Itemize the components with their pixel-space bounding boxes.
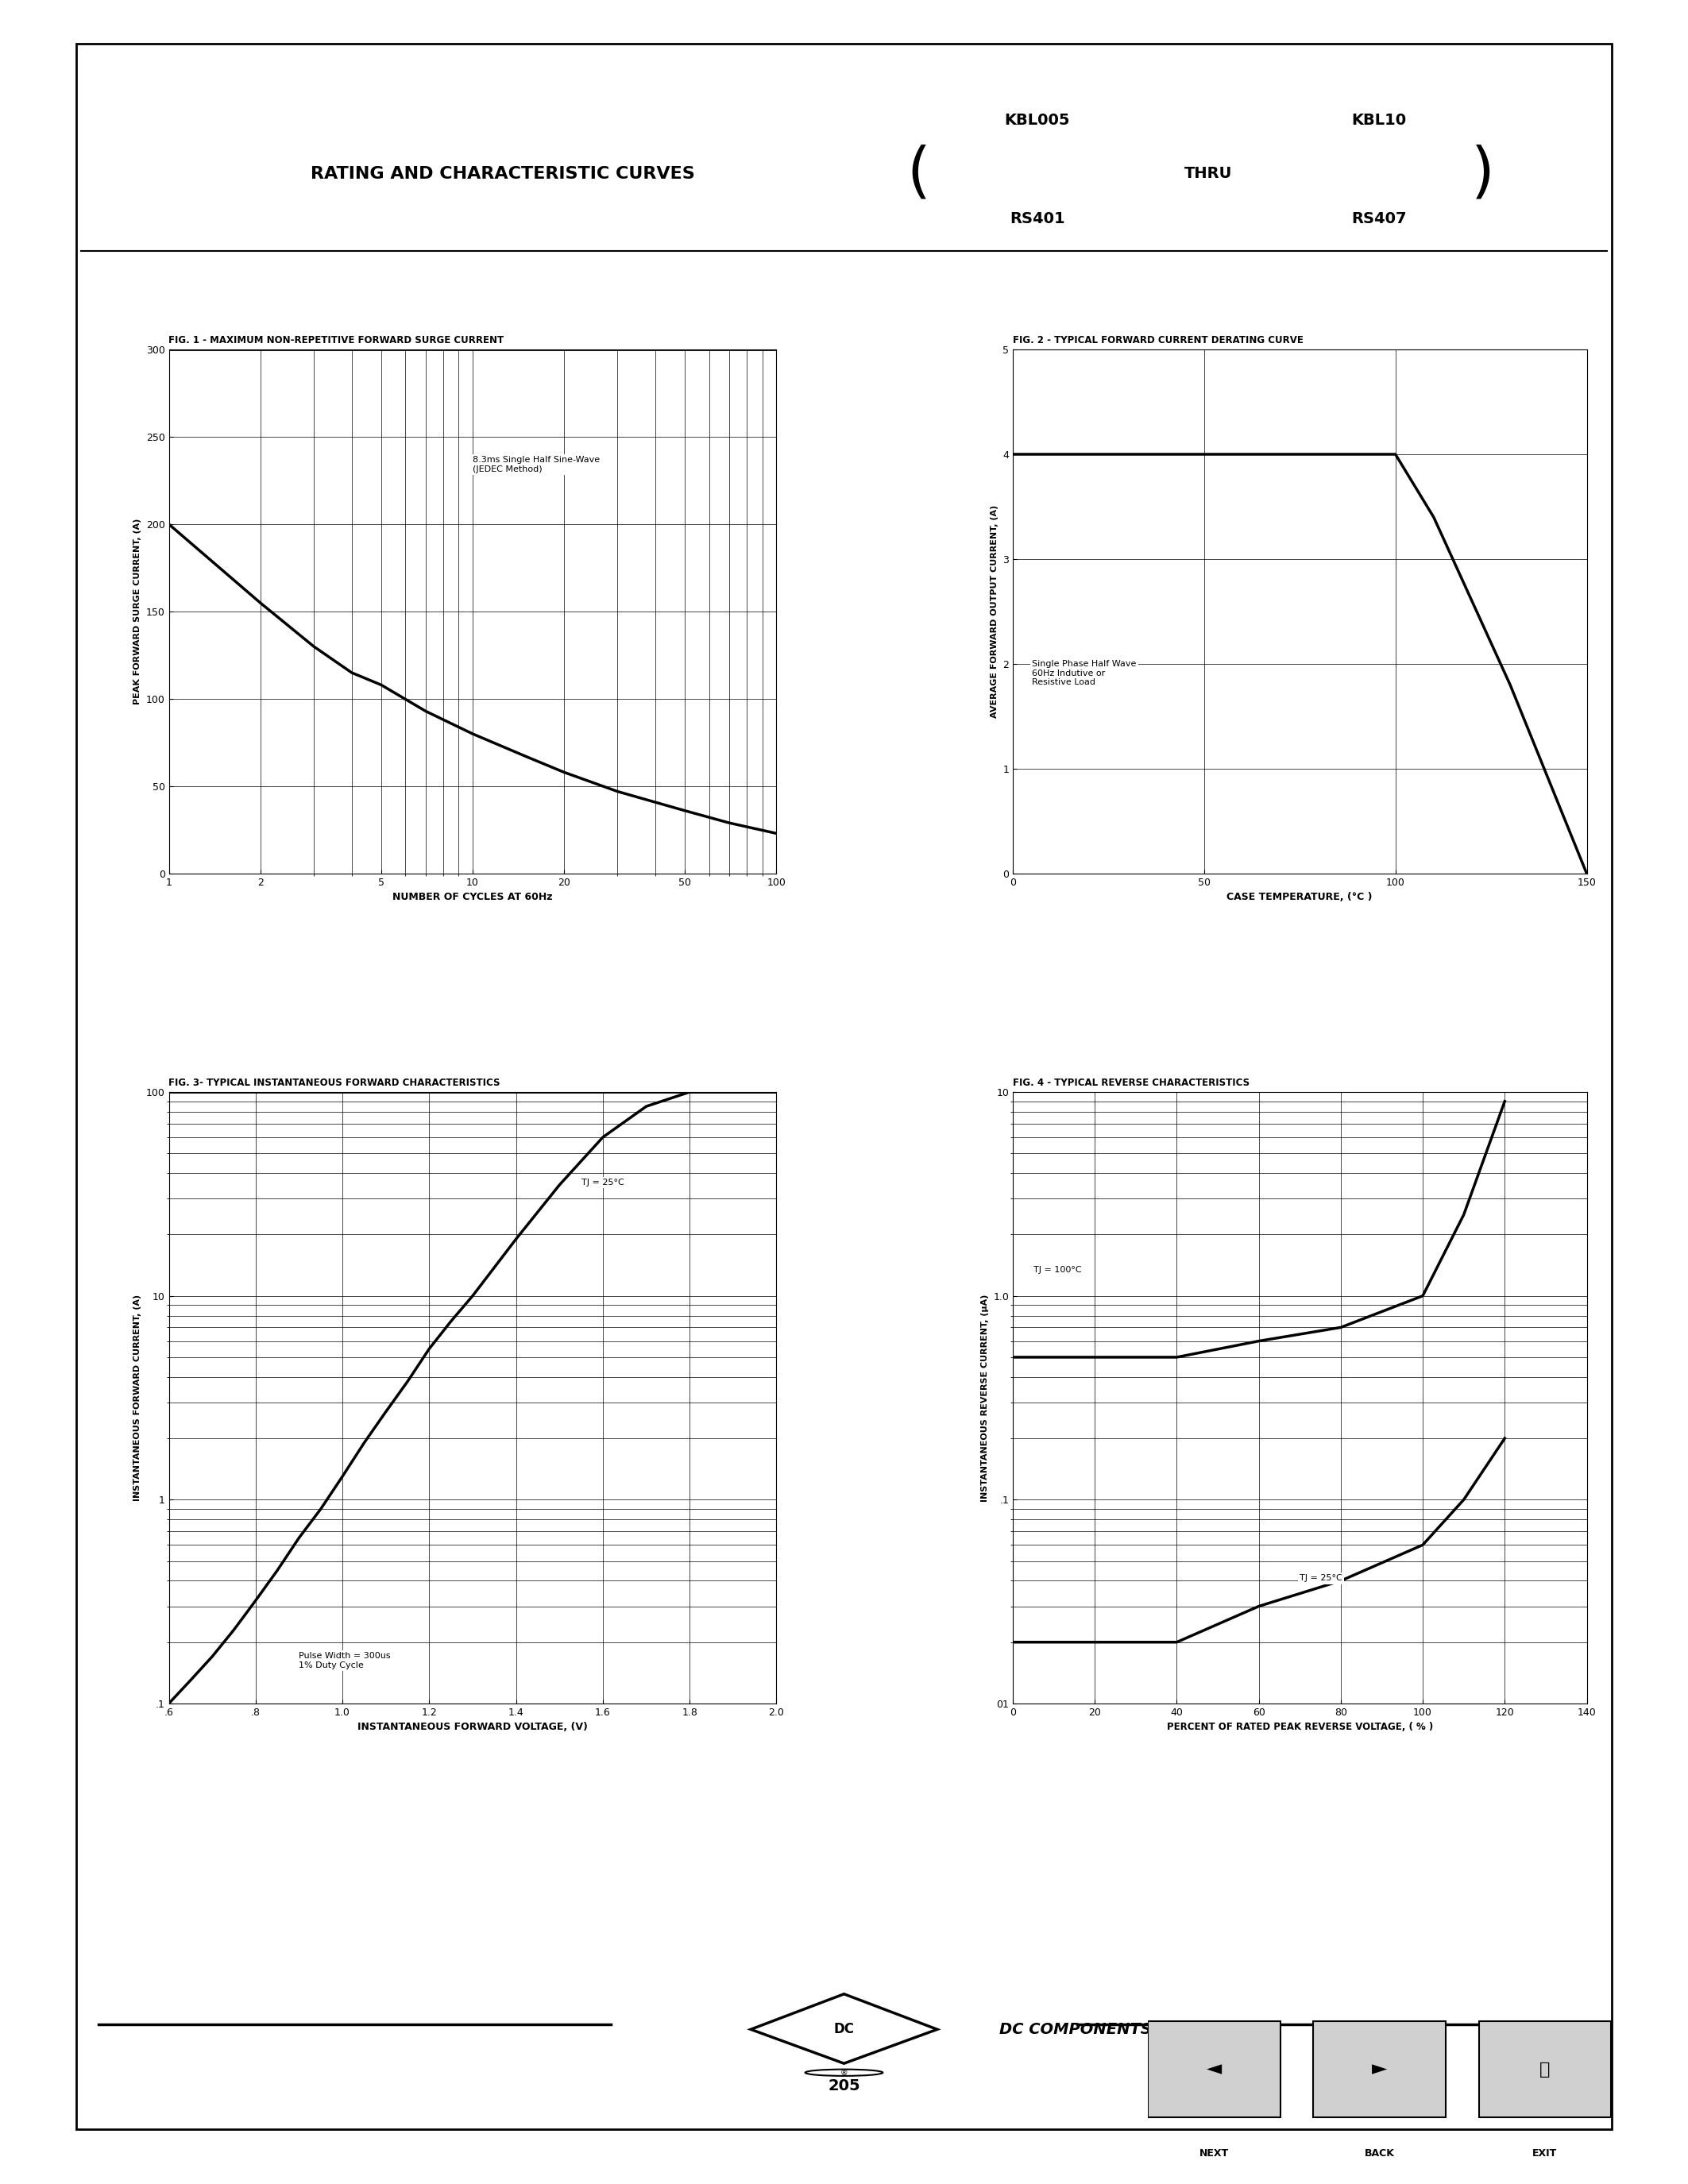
Text: Single Phase Half Wave
60Hz Indutive or
Resistive Load: Single Phase Half Wave 60Hz Indutive or … xyxy=(1031,660,1136,686)
Text: DC: DC xyxy=(834,2022,854,2035)
Text: 🚫: 🚫 xyxy=(1539,2062,1550,2077)
Text: ◄: ◄ xyxy=(1207,2060,1222,2079)
Text: ®: ® xyxy=(841,2068,847,2077)
FancyBboxPatch shape xyxy=(1479,2022,1610,2118)
Text: BACK: BACK xyxy=(1364,2149,1394,2158)
Text: KBL10: KBL10 xyxy=(1352,114,1406,129)
Text: EXIT: EXIT xyxy=(1533,2149,1558,2158)
Y-axis label: INSTANTANEOUS REVERSE CURRENT, (µA): INSTANTANEOUS REVERSE CURRENT, (µA) xyxy=(981,1293,989,1503)
FancyBboxPatch shape xyxy=(1148,2022,1280,2118)
Y-axis label: PEAK FORWARD SURGE CURRENT, (A): PEAK FORWARD SURGE CURRENT, (A) xyxy=(133,518,142,705)
Text: 205: 205 xyxy=(827,2079,861,2092)
X-axis label: NUMBER OF CYCLES AT 60Hz: NUMBER OF CYCLES AT 60Hz xyxy=(393,893,552,902)
Text: TJ = 25°C: TJ = 25°C xyxy=(1300,1575,1342,1583)
Text: ►: ► xyxy=(1372,2060,1388,2079)
Text: (: ( xyxy=(906,144,930,203)
FancyBboxPatch shape xyxy=(1313,2022,1445,2118)
X-axis label: CASE TEMPERATURE, (°C ): CASE TEMPERATURE, (°C ) xyxy=(1227,893,1372,902)
Text: ): ) xyxy=(1470,144,1494,203)
Text: DC COMPONENTS CO.,  LTD.: DC COMPONENTS CO., LTD. xyxy=(999,2022,1241,2038)
X-axis label: INSTANTANEOUS FORWARD VOLTAGE, (V): INSTANTANEOUS FORWARD VOLTAGE, (V) xyxy=(358,1723,587,1732)
Y-axis label: INSTANTANEOUS FORWARD CURRENT, (A): INSTANTANEOUS FORWARD CURRENT, (A) xyxy=(133,1295,142,1500)
Text: TJ = 25°C: TJ = 25°C xyxy=(581,1179,625,1186)
Text: RATING AND CHARACTERISTIC CURVES: RATING AND CHARACTERISTIC CURVES xyxy=(311,166,694,181)
Text: RS407: RS407 xyxy=(1350,212,1406,227)
Text: FIG. 2 - TYPICAL FORWARD CURRENT DERATING CURVE: FIG. 2 - TYPICAL FORWARD CURRENT DERATIN… xyxy=(1013,334,1303,345)
Text: THRU: THRU xyxy=(1183,166,1232,181)
Text: KBL005: KBL005 xyxy=(1004,114,1070,129)
Text: Pulse Width = 300us
1% Duty Cycle: Pulse Width = 300us 1% Duty Cycle xyxy=(299,1651,392,1669)
Text: FIG. 3- TYPICAL INSTANTANEOUS FORWARD CHARACTERISTICS: FIG. 3- TYPICAL INSTANTANEOUS FORWARD CH… xyxy=(169,1077,500,1088)
X-axis label: PERCENT OF RATED PEAK REVERSE VOLTAGE, ( % ): PERCENT OF RATED PEAK REVERSE VOLTAGE, (… xyxy=(1166,1723,1433,1732)
Y-axis label: AVERAGE FORWARD OUTPUT CURRENT, (A): AVERAGE FORWARD OUTPUT CURRENT, (A) xyxy=(991,505,998,719)
Text: RS401: RS401 xyxy=(1009,212,1065,227)
Text: FIG. 1 - MAXIMUM NON-REPETITIVE FORWARD SURGE CURRENT: FIG. 1 - MAXIMUM NON-REPETITIVE FORWARD … xyxy=(169,334,505,345)
Text: TJ = 100°C: TJ = 100°C xyxy=(1033,1267,1082,1273)
Text: 8.3ms Single Half Sine-Wave
(JEDEC Method): 8.3ms Single Half Sine-Wave (JEDEC Metho… xyxy=(473,456,599,474)
Text: NEXT: NEXT xyxy=(1198,2149,1229,2158)
Text: FIG. 4 - TYPICAL REVERSE CHARACTERISTICS: FIG. 4 - TYPICAL REVERSE CHARACTERISTICS xyxy=(1013,1077,1249,1088)
